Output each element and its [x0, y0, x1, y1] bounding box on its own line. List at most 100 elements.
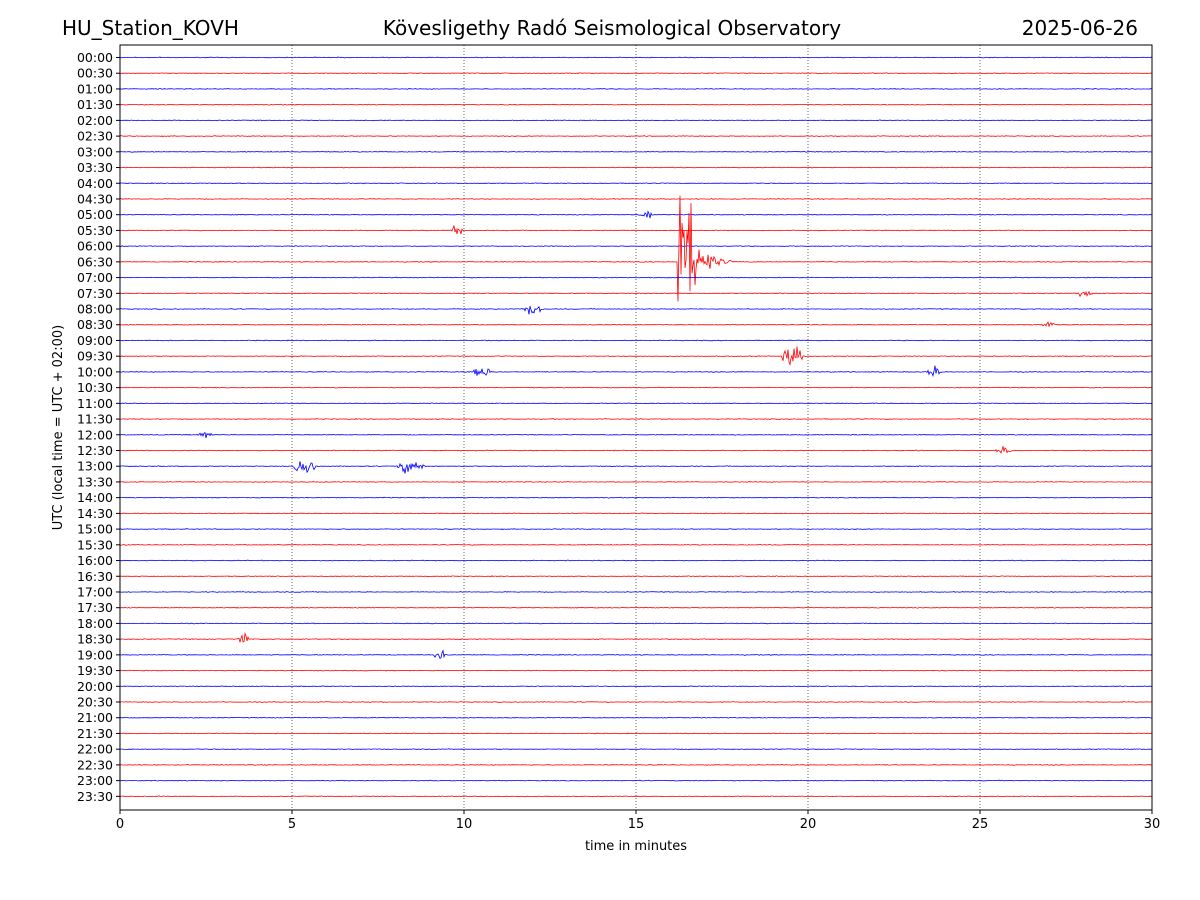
- y-tick-label: 20:30: [77, 695, 113, 710]
- y-tick-label: 18:30: [77, 632, 113, 647]
- y-tick-label: 21:00: [77, 710, 113, 725]
- x-tick-label: 0: [116, 817, 124, 832]
- y-tick-label: 16:30: [77, 569, 113, 584]
- y-tick-label: 00:00: [77, 50, 113, 65]
- y-tick-label: 14:00: [77, 490, 113, 505]
- y-tick-label: 03:00: [77, 144, 113, 159]
- y-tick-label: 12:00: [77, 427, 113, 442]
- trace-row-0000: [119, 56, 1153, 59]
- y-tick-label: 14:30: [77, 506, 113, 521]
- trace-row-2130: [119, 732, 1153, 735]
- y-tick-label: 19:30: [77, 663, 113, 678]
- trace-row-1300: [119, 461, 1153, 474]
- y-tick-label: 09:00: [77, 333, 113, 348]
- y-axis-ticks: 00:0000:3001:0001:3002:0002:3003:0003:30…: [77, 50, 120, 804]
- y-tick-label: 01:30: [77, 97, 113, 112]
- trace-row-0500: [119, 210, 1153, 219]
- y-tick-label: 02:30: [77, 129, 113, 144]
- x-axis-ticks: 0 5 10 15 20 25 30: [116, 810, 1160, 832]
- trace-row-0230: [119, 135, 1152, 138]
- trace-row-1230: [119, 446, 1153, 454]
- y-axis-label: UTC (local time = UTC + 02:00): [51, 325, 66, 530]
- station-name: HU_Station_KOVH: [62, 16, 239, 40]
- trace-row-1200: [119, 431, 1153, 439]
- y-tick-label: 03:30: [77, 160, 113, 175]
- y-tick-label: 15:00: [77, 522, 113, 537]
- y-tick-label: 06:00: [77, 239, 113, 254]
- trace-row-1100: [119, 402, 1153, 405]
- trace-row-0900: [120, 339, 1153, 342]
- trace-row-2300: [119, 779, 1153, 782]
- chart-title: Kövesligethy Radó Seismological Observat…: [382, 16, 842, 40]
- y-tick-label: 23:00: [77, 773, 113, 788]
- trace-row-2030: [119, 701, 1152, 703]
- y-tick-label: 08:30: [77, 317, 113, 332]
- trace-row-1930: [120, 669, 1153, 672]
- y-tick-label: 08:00: [77, 302, 113, 317]
- trace-row-1530: [119, 543, 1153, 546]
- trace-row-1130: [119, 417, 1153, 421]
- trace-row-2200: [119, 748, 1152, 751]
- trace-row-0130: [119, 103, 1153, 106]
- y-tick-label: 17:30: [77, 600, 113, 615]
- y-tick-label: 11:00: [77, 396, 113, 411]
- trace-row-1430: [119, 512, 1153, 515]
- y-tick-label: 05:30: [77, 223, 113, 238]
- trace-row-0100: [119, 87, 1153, 90]
- y-tick-label: 02:00: [77, 113, 113, 128]
- trace-row-1600: [119, 559, 1153, 562]
- y-tick-label: 01:00: [77, 81, 113, 96]
- x-tick-label: 15: [628, 817, 645, 832]
- y-tick-label: 13:30: [77, 474, 113, 489]
- y-tick-label: 18:00: [77, 616, 113, 631]
- trace-row-1630: [119, 575, 1153, 578]
- trace-row-0030: [119, 72, 1153, 75]
- trace-row-1400: [120, 496, 1153, 499]
- y-tick-label: 09:30: [77, 349, 113, 364]
- y-tick-label: 00:30: [77, 66, 113, 81]
- x-tick-label: 30: [1144, 817, 1161, 832]
- y-tick-label: 07:00: [77, 270, 113, 285]
- x-axis-label: time in minutes: [585, 839, 687, 854]
- trace-row-1330: [120, 481, 1152, 483]
- gridlines: [291, 45, 981, 810]
- y-tick-label: 05:00: [77, 207, 113, 222]
- y-tick-label: 20:00: [77, 679, 113, 694]
- y-tick-label: 17:00: [77, 584, 113, 599]
- trace-row-0600: [119, 245, 1153, 248]
- trace-row-2100: [119, 716, 1153, 719]
- y-tick-label: 19:00: [77, 647, 113, 662]
- x-tick-label: 10: [456, 817, 473, 832]
- trace-row-1730: [120, 606, 1153, 609]
- trace-row-0800: [119, 305, 1153, 315]
- seismic-traces: [119, 56, 1153, 798]
- trace-row-1800: [120, 622, 1153, 625]
- x-tick-label: 20: [800, 817, 817, 832]
- trace-row-1830: [119, 631, 1153, 643]
- trace-row-1900: [120, 649, 1153, 659]
- trace-row-0400: [119, 182, 1152, 185]
- trace-row-2230: [119, 763, 1153, 766]
- trace-row-2330: [120, 795, 1152, 798]
- y-tick-label: 10:00: [77, 364, 113, 379]
- y-tick-label: 12:30: [77, 443, 113, 458]
- trace-row-0930: [119, 346, 1153, 366]
- trace-row-1000: [119, 365, 1153, 378]
- trace-row-0200: [119, 119, 1153, 122]
- y-tick-label: 16:00: [77, 553, 113, 568]
- trace-row-0700: [119, 276, 1153, 279]
- y-tick-label: 04:30: [77, 191, 113, 206]
- trace-row-1030: [119, 386, 1153, 389]
- y-tick-label: 11:30: [77, 412, 113, 427]
- trace-row-0330: [119, 166, 1153, 169]
- trace-row-0430: [119, 198, 1153, 200]
- y-tick-label: 22:30: [77, 757, 113, 772]
- trace-row-0630: [119, 195, 1153, 302]
- trace-row-0300: [119, 150, 1153, 153]
- y-tick-label: 06:30: [77, 254, 113, 269]
- trace-row-0730: [119, 290, 1153, 298]
- y-tick-label: 23:30: [77, 789, 113, 804]
- y-tick-label: 22:00: [77, 742, 113, 757]
- y-tick-label: 21:30: [77, 726, 113, 741]
